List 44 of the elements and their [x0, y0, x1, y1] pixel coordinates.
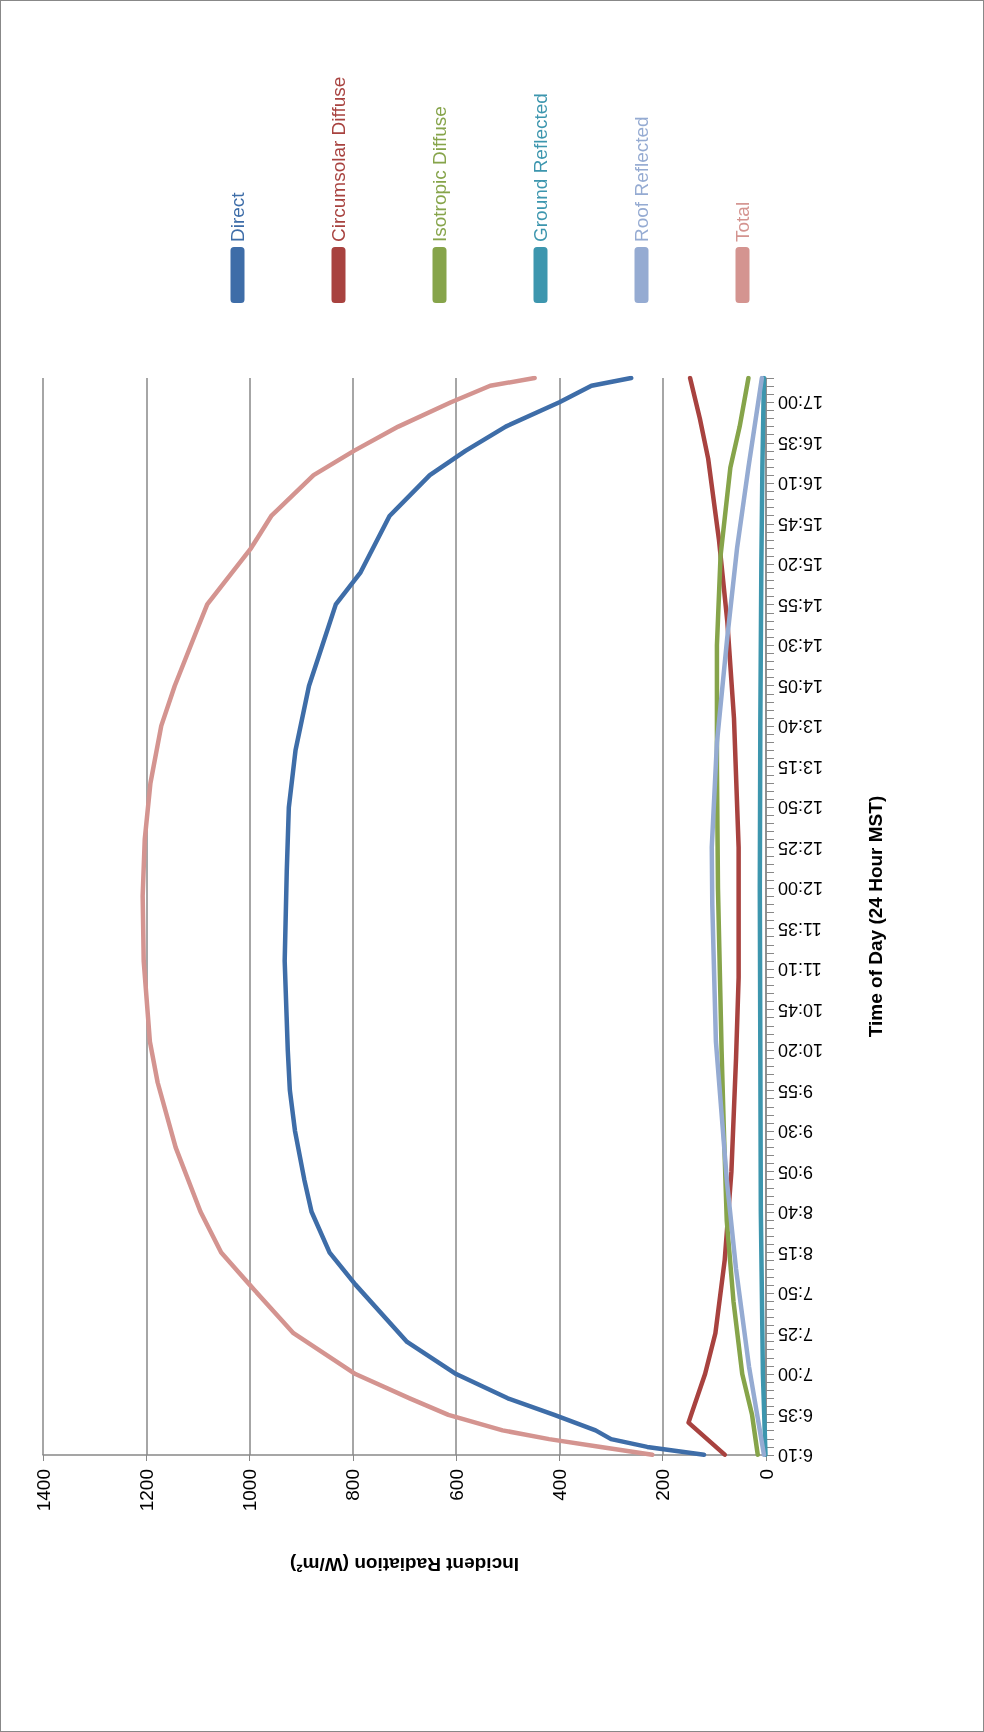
x-tick-label: 200 — [652, 1469, 674, 1501]
y-tick-label: 8:15 — [778, 1242, 814, 1263]
y-tick-label: 9:30 — [778, 1121, 814, 1142]
y-tick-label: 6:10 — [778, 1445, 814, 1465]
x-tick-label: 0 — [755, 1469, 777, 1480]
text: Total — [732, 201, 753, 242]
y-tick-label: 8:40 — [778, 1202, 814, 1223]
x-tick-label: 1200 — [135, 1469, 157, 1512]
y-tick-label: 6:35 — [778, 1404, 814, 1425]
y-tick-label: 15:20 — [778, 554, 824, 575]
x-axis-title: Incident Radiation (W/m²) — [289, 1554, 520, 1575]
y-tick-label: 14:30 — [778, 635, 824, 656]
x-tick-label: 400 — [548, 1469, 570, 1501]
y-axis-title: Time of Day (24 Hour MST) — [865, 795, 886, 1038]
y-tick-label: 10:45 — [778, 999, 824, 1020]
y-tick-label: 16:35 — [778, 432, 824, 453]
y-tick-label: 12:00 — [778, 878, 824, 899]
x-tick-label: 1000 — [239, 1469, 261, 1512]
y-tick-label: 11:10 — [778, 959, 822, 980]
y-tick-label: 10:20 — [778, 1040, 824, 1061]
text: Ground Reflected — [530, 93, 551, 242]
y-tick-label: 16:10 — [778, 473, 824, 494]
y-tick-label: 14:55 — [778, 594, 824, 615]
text: Isotropic Diffuse — [429, 106, 450, 242]
y-tick-label: 7:25 — [778, 1323, 814, 1344]
y-tick-label: 12:50 — [778, 797, 824, 818]
y-tick-label: 13:15 — [778, 756, 824, 777]
text: Direct — [227, 191, 248, 242]
y-tick-label: 15:45 — [778, 513, 824, 534]
x-tick-label: 1400 — [32, 1469, 54, 1512]
y-tick-label: 7:50 — [778, 1283, 814, 1304]
y-tick-label: 9:05 — [778, 1161, 814, 1182]
text: Circumsolar Diffuse — [328, 76, 349, 242]
y-tick-label: 11:35 — [778, 918, 822, 939]
y-tick-label: 9:55 — [778, 1080, 814, 1101]
y-tick-label: 14:05 — [778, 675, 824, 696]
x-tick-label: 800 — [342, 1469, 364, 1501]
y-tick-label: 13:40 — [778, 716, 824, 737]
x-tick-label: 600 — [445, 1469, 467, 1501]
y-tick-label: 7:00 — [778, 1364, 814, 1385]
line-series — [686, 375, 741, 1457]
y-tick-label: 12:25 — [778, 837, 824, 858]
y-tick-label: 17:00 — [778, 392, 824, 413]
text: Roof Reflected — [631, 116, 652, 242]
